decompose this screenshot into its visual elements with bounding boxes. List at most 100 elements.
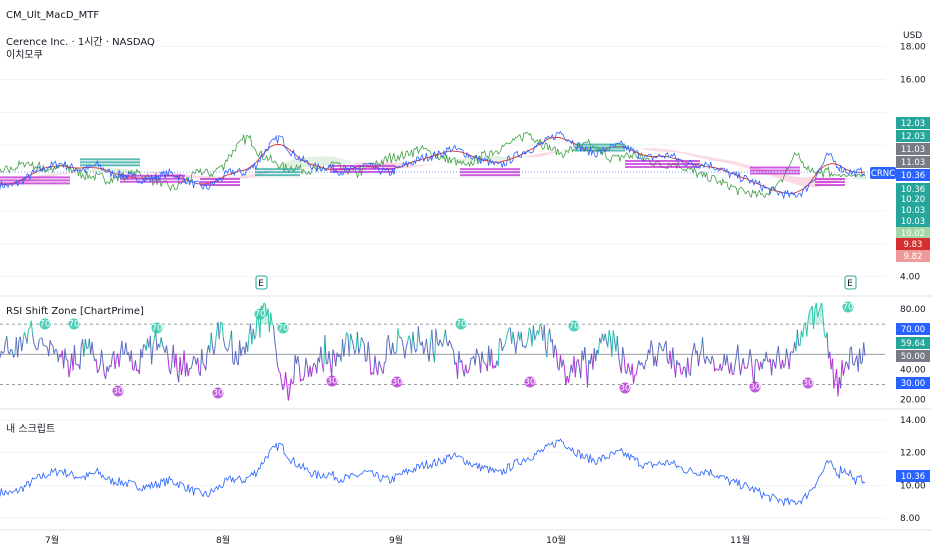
rsi-line-segment bbox=[336, 352, 339, 358]
rsi-line-segment bbox=[726, 355, 729, 366]
ichimoku-cloud bbox=[687, 152, 691, 156]
ichimoku-indicator-label[interactable]: 이치모쿠 bbox=[6, 50, 43, 61]
rsi-line-segment bbox=[712, 359, 716, 372]
rsi-line-segment bbox=[233, 350, 237, 365]
rsi-line-segment bbox=[730, 362, 733, 375]
rsi-line-segment bbox=[373, 355, 376, 375]
zone-box bbox=[750, 166, 800, 169]
rsi-line-segment bbox=[224, 346, 227, 350]
rsi-line-segment bbox=[702, 337, 705, 358]
rsi-axis-tag bbox=[896, 323, 930, 335]
ichimoku-cloud bbox=[663, 148, 667, 152]
rsi-line-segment bbox=[494, 360, 498, 369]
rsi-line-segment bbox=[698, 354, 701, 367]
ichimoku-cloud bbox=[414, 164, 417, 168]
ichimoku-cloud bbox=[465, 157, 469, 162]
ichimoku-cloud bbox=[666, 149, 669, 153]
rsi-line-segment bbox=[102, 362, 105, 374]
rsi-line-segment bbox=[781, 359, 785, 368]
rsi-line-segment bbox=[416, 326, 419, 350]
rsi-line-segment bbox=[397, 327, 400, 338]
my-script-title[interactable]: 내 스크립트 bbox=[6, 424, 56, 435]
rsi-line-segment bbox=[405, 342, 408, 349]
rsi-line-segment bbox=[287, 392, 291, 401]
rsi-line-segment bbox=[281, 382, 284, 391]
rsi-line-segment bbox=[161, 344, 165, 349]
rsi-line-segment bbox=[837, 377, 840, 397]
rsi-indicator-title[interactable]: RSI Shift Zone [ChartPrime] bbox=[6, 306, 144, 317]
symbol-info[interactable]: Cerence Inc. · 1시간 · NASDAQ bbox=[6, 37, 155, 48]
rsi-zone-badge bbox=[68, 318, 80, 330]
rsi-line-segment bbox=[293, 355, 296, 383]
zone-box bbox=[120, 180, 185, 183]
rsi-line-segment bbox=[832, 358, 835, 389]
script-title: CM_Ult_MacD_MTF bbox=[6, 10, 100, 21]
ichimoku-cloud bbox=[747, 164, 750, 170]
zone-box bbox=[330, 170, 395, 173]
rsi-line-segment bbox=[465, 364, 468, 374]
zone-box bbox=[80, 158, 140, 161]
rsi-line-segment bbox=[784, 348, 787, 365]
ichimoku-cloud bbox=[462, 157, 466, 163]
ichimoku-cloud bbox=[343, 159, 347, 164]
rsi-line-segment bbox=[497, 338, 501, 366]
rsi-line-segment bbox=[298, 365, 302, 382]
rsi-axis-tag-label: 70.00 bbox=[901, 325, 925, 335]
rsi-line-segment bbox=[522, 345, 525, 347]
ichimoku-cloud bbox=[492, 155, 496, 161]
rsi-line-segment bbox=[289, 378, 292, 393]
rsi-line-segment bbox=[6, 336, 9, 352]
zone-box bbox=[330, 167, 395, 170]
rsi-line-segment bbox=[612, 330, 616, 340]
rsi-line-segment bbox=[693, 342, 697, 354]
rsi-line-segment bbox=[448, 340, 452, 345]
rsi-line-segment bbox=[213, 345, 216, 356]
rsi-line-segment bbox=[359, 337, 362, 349]
rsi-line-segment bbox=[49, 339, 52, 345]
rsi-line-segment bbox=[98, 364, 101, 371]
rsi-line-segment bbox=[202, 363, 205, 366]
rsi-line-segment bbox=[469, 357, 472, 368]
rsi-line-segment bbox=[467, 366, 471, 373]
rsi-line-segment bbox=[785, 348, 789, 358]
ichimoku-cloud bbox=[693, 154, 696, 157]
rsi-line-segment bbox=[633, 374, 636, 384]
price-axis-tag bbox=[896, 169, 930, 181]
rsi-line-segment bbox=[687, 357, 690, 374]
rsi-line-segment bbox=[401, 339, 404, 348]
ichimoku-cloud bbox=[674, 150, 677, 153]
rsi-line-segment bbox=[549, 328, 552, 343]
ichimoku-cloud bbox=[92, 168, 95, 173]
my-script-line bbox=[0, 438, 866, 508]
rsi-line-segment bbox=[476, 348, 479, 354]
rsi-line-segment bbox=[691, 349, 694, 358]
rsi-line-segment bbox=[75, 363, 78, 366]
rsi-line-segment bbox=[113, 351, 116, 370]
rsi-line-segment bbox=[842, 368, 846, 376]
rsi-line-segment bbox=[704, 356, 708, 364]
ichimoku-cloud bbox=[804, 177, 807, 187]
rsi-line-segment bbox=[771, 359, 774, 376]
ichimoku-cloud bbox=[500, 156, 504, 160]
rsi-line-segment bbox=[305, 357, 308, 366]
rsi-zone-badge bbox=[112, 385, 124, 397]
ichimoku-cloud bbox=[468, 156, 472, 162]
currency-label[interactable]: USD bbox=[903, 31, 923, 41]
ichimoku-cloud bbox=[498, 156, 501, 161]
ichimoku-cloud bbox=[408, 164, 412, 169]
ichimoku-cloud bbox=[801, 177, 805, 187]
rsi-line-segment bbox=[486, 345, 490, 372]
price-axis-tag-label: 11.03 bbox=[901, 145, 925, 155]
rsi-line-segment bbox=[818, 306, 821, 312]
price-axis-tag bbox=[896, 238, 930, 250]
ichimoku-cloud bbox=[706, 156, 710, 160]
rsi-line-segment bbox=[271, 322, 274, 327]
price-axis-tag-label: 9.82 bbox=[904, 252, 923, 262]
rsi-line-segment bbox=[191, 356, 195, 365]
price-axis-tag-label: 10.03 bbox=[901, 206, 925, 216]
zone-box bbox=[625, 162, 700, 165]
ichimoku-cloud bbox=[425, 164, 428, 166]
rsi-line-segment bbox=[180, 366, 184, 376]
